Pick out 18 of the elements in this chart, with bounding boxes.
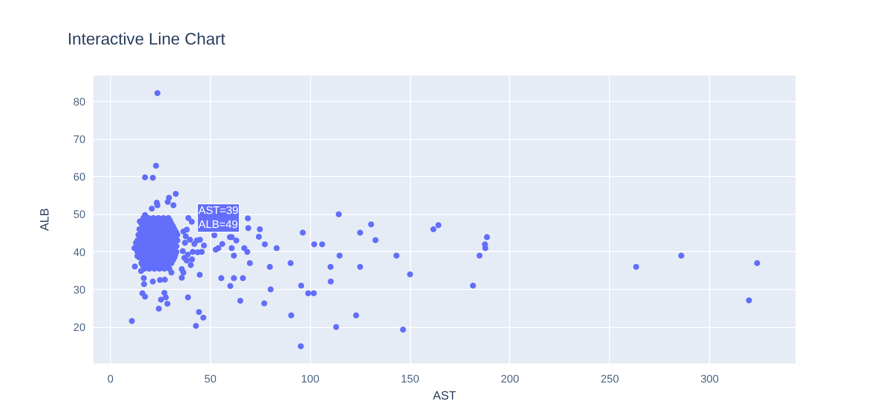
chart-title: Interactive Line Chart [68, 30, 226, 48]
x-tick-label: 300 [700, 374, 719, 386]
y-tick-label: 60 [73, 172, 86, 184]
x-tick-label: 100 [301, 374, 320, 386]
x-tick-label: 50 [204, 374, 216, 386]
y-axis-title: ALB [37, 208, 52, 231]
y-tick-label: 20 [73, 322, 86, 334]
y-tick-label: 70 [73, 134, 86, 146]
x-tick-label: 0 [107, 374, 114, 386]
annotation: AST=39 ALB=49 [198, 204, 238, 232]
y-tick-label: 40 [73, 246, 86, 259]
x-tick-label: 150 [400, 374, 420, 386]
y-tick-label: 30 [73, 284, 86, 296]
y-tick-label: 80 [73, 96, 86, 108]
x-axis-title: AST [432, 388, 457, 402]
x-tick-label: 200 [500, 374, 520, 386]
x-tick-label: 250 [600, 374, 619, 386]
y-tick-label: 50 [73, 209, 86, 222]
